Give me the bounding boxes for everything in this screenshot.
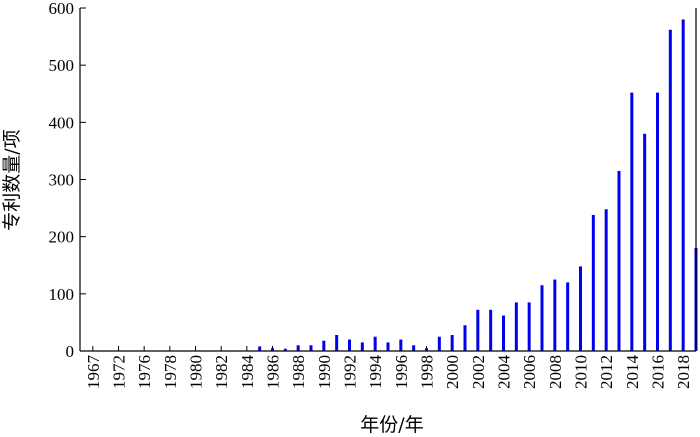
bar-2018 xyxy=(681,19,685,352)
bar-2007 xyxy=(540,285,544,351)
y-tick-label: 200 xyxy=(49,228,75,247)
y-tick-label: 600 xyxy=(49,0,75,18)
x-axis-title: 年份/年 xyxy=(360,414,423,436)
x-tick-label: 1986 xyxy=(264,355,283,389)
bar-1999 xyxy=(437,336,441,351)
x-axis-ticks: 1967 1972 1976 1978 1980 1982 1984 1986 1988 1990… xyxy=(84,346,693,389)
bar-1997 xyxy=(412,345,416,351)
x-tick-label: 1967 xyxy=(84,355,103,390)
bar-2017 xyxy=(668,29,672,352)
x-tick-label: 1984 xyxy=(238,355,257,390)
x-tick-label: 2012 xyxy=(597,355,616,389)
bar-2001 xyxy=(463,325,467,351)
bar-1986 xyxy=(271,348,274,351)
bar-2009 xyxy=(566,282,570,351)
bar-2014 xyxy=(630,92,634,352)
x-tick-label: 1982 xyxy=(212,355,231,389)
bar-2000 xyxy=(450,334,454,351)
x-tick-label: 1994 xyxy=(366,355,385,390)
x-tick-label: 1998 xyxy=(418,355,437,389)
x-tick-label: 2014 xyxy=(623,355,642,390)
y-tick-label: 400 xyxy=(49,113,75,132)
y-tick-label: 500 xyxy=(49,56,75,75)
x-tick-label: 2004 xyxy=(495,355,514,390)
bar-2011 xyxy=(591,214,595,351)
bar-2003 xyxy=(489,309,493,351)
y-axis-ticks: 0 100 200 300 400 500 600 xyxy=(49,0,86,361)
bar-1996 xyxy=(399,339,403,351)
x-tick-label: 1978 xyxy=(161,355,180,389)
y-axis-title: 专利数量/项 xyxy=(1,129,23,230)
x-tick-label: 2000 xyxy=(443,355,462,389)
x-tick-label: 2016 xyxy=(649,355,668,389)
y-tick-label: 0 xyxy=(66,342,75,361)
x-tick-label: 1990 xyxy=(315,355,334,389)
bar-2012 xyxy=(604,209,608,351)
x-tick-label: 2018 xyxy=(674,355,693,389)
x-tick-label: 2008 xyxy=(546,355,565,389)
y-tick-label: 300 xyxy=(49,171,75,190)
x-tick-label: 1992 xyxy=(341,355,360,389)
bar-2015 xyxy=(643,133,647,351)
x-tick-label: 1988 xyxy=(289,355,308,389)
bar-1993 xyxy=(360,342,364,351)
bar-1992 xyxy=(348,339,351,351)
bar-1994 xyxy=(373,336,377,351)
bar-1988 xyxy=(296,345,300,351)
bar-series xyxy=(258,19,698,352)
bar-1991 xyxy=(335,334,339,351)
bar-2006 xyxy=(527,302,531,351)
bar-1985 xyxy=(258,346,262,351)
x-tick-label: 1976 xyxy=(135,355,154,389)
bar-2008 xyxy=(553,279,557,351)
bar-2013 xyxy=(617,170,621,351)
x-tick-label: 1972 xyxy=(110,355,129,389)
x-tick-label: 2010 xyxy=(572,355,591,389)
bar-1998 xyxy=(425,348,428,351)
bar-2004 xyxy=(502,315,505,351)
bar-1990 xyxy=(322,340,326,351)
y-tick-label: 100 xyxy=(49,285,75,304)
x-tick-label: 2002 xyxy=(469,355,488,389)
bar-2002 xyxy=(476,309,480,351)
bar-2005 xyxy=(514,302,518,351)
x-tick-label: 1980 xyxy=(187,355,206,389)
bar-2016 xyxy=(656,92,659,352)
bar-2010 xyxy=(579,266,582,351)
x-tick-label: 2006 xyxy=(520,355,539,389)
bar-1987 xyxy=(283,348,287,351)
bar-1995 xyxy=(386,342,390,351)
x-tick-label: 1996 xyxy=(392,355,411,389)
bar-1989 xyxy=(309,345,313,351)
